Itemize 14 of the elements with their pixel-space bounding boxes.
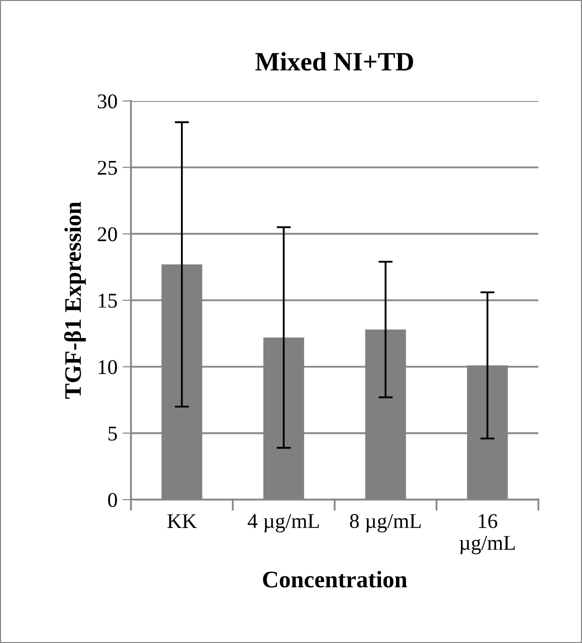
y-tick-label: 10 bbox=[98, 360, 117, 374]
x-axis-title: Concentration bbox=[263, 570, 408, 588]
y-tick-label: 0 bbox=[108, 492, 117, 508]
x-tick-label: KK bbox=[167, 514, 197, 528]
chart-title: Mixed NI+TD bbox=[255, 52, 414, 71]
x-tick-label: 4 µg/mL bbox=[248, 514, 319, 532]
y-tick-label: 25 bbox=[98, 160, 117, 175]
y-tick-label: 20 bbox=[98, 227, 117, 242]
x-tick-label: 8 µg/mL bbox=[350, 514, 421, 532]
y-tick-label: 30 bbox=[98, 94, 117, 108]
x-tick-label: 16 µg/mL bbox=[460, 514, 515, 554]
y-tick-label: 5 bbox=[108, 426, 117, 441]
y-axis-title: TGF-β1 Expression bbox=[64, 202, 86, 399]
y-tick-label: 15 bbox=[98, 294, 117, 308]
